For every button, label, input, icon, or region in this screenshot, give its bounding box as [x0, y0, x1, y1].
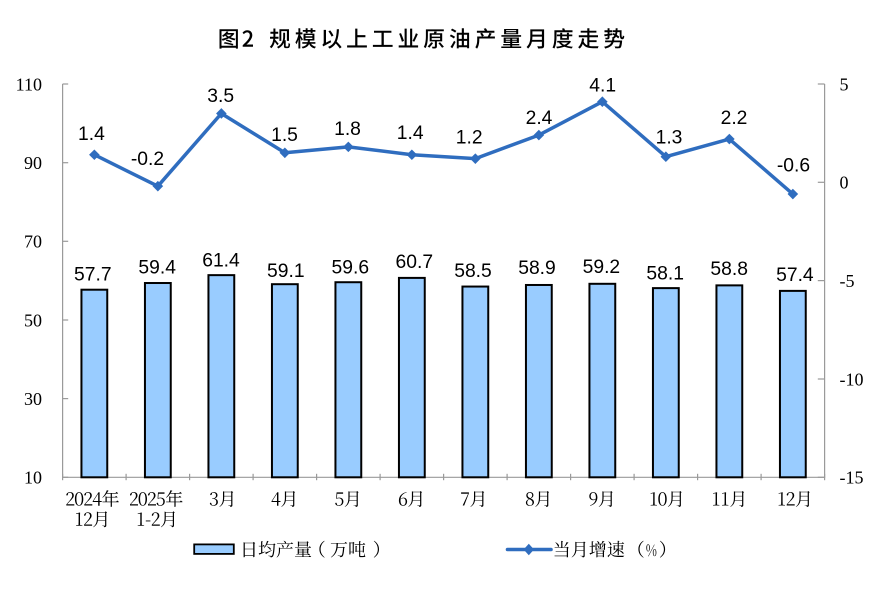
svg-text:50: 50 [24, 310, 42, 330]
svg-text:-5: -5 [840, 271, 855, 291]
svg-text:-15: -15 [840, 468, 864, 488]
svg-text:58.9: 58.9 [518, 258, 556, 279]
svg-text:60.7: 60.7 [396, 252, 434, 273]
svg-text:10: 10 [24, 468, 42, 488]
svg-text:57.4: 57.4 [776, 265, 814, 286]
svg-text:-0.6: -0.6 [777, 156, 810, 177]
svg-text:58.5: 58.5 [454, 261, 492, 282]
svg-text:1.2: 1.2 [456, 128, 483, 149]
svg-text:59.1: 59.1 [267, 261, 305, 282]
svg-text:30: 30 [24, 389, 42, 409]
svg-text:110: 110 [16, 74, 42, 94]
svg-text:90: 90 [24, 153, 42, 173]
svg-text:4.1: 4.1 [589, 76, 616, 97]
svg-text:61.4: 61.4 [202, 251, 240, 272]
svg-text:57.7: 57.7 [74, 264, 112, 285]
svg-text:3.5: 3.5 [207, 86, 234, 107]
svg-text:1.4: 1.4 [78, 124, 105, 145]
svg-text:59.2: 59.2 [583, 257, 621, 278]
svg-text:0: 0 [840, 173, 849, 193]
svg-text:59.4: 59.4 [138, 258, 176, 279]
svg-text:59.6: 59.6 [332, 258, 370, 279]
svg-text:2.2: 2.2 [721, 108, 748, 129]
svg-text:58.8: 58.8 [710, 259, 748, 280]
svg-text:1.3: 1.3 [656, 128, 683, 149]
svg-text:2.4: 2.4 [526, 108, 553, 129]
svg-text:1.4: 1.4 [397, 123, 424, 144]
svg-text:-10: -10 [840, 369, 864, 389]
svg-text:-0.2: -0.2 [131, 149, 164, 170]
svg-text:1.8: 1.8 [334, 119, 361, 140]
svg-text:5: 5 [840, 74, 849, 94]
svg-text:70: 70 [24, 232, 42, 252]
svg-text:58.1: 58.1 [646, 263, 684, 284]
svg-text:1.5: 1.5 [271, 125, 298, 146]
